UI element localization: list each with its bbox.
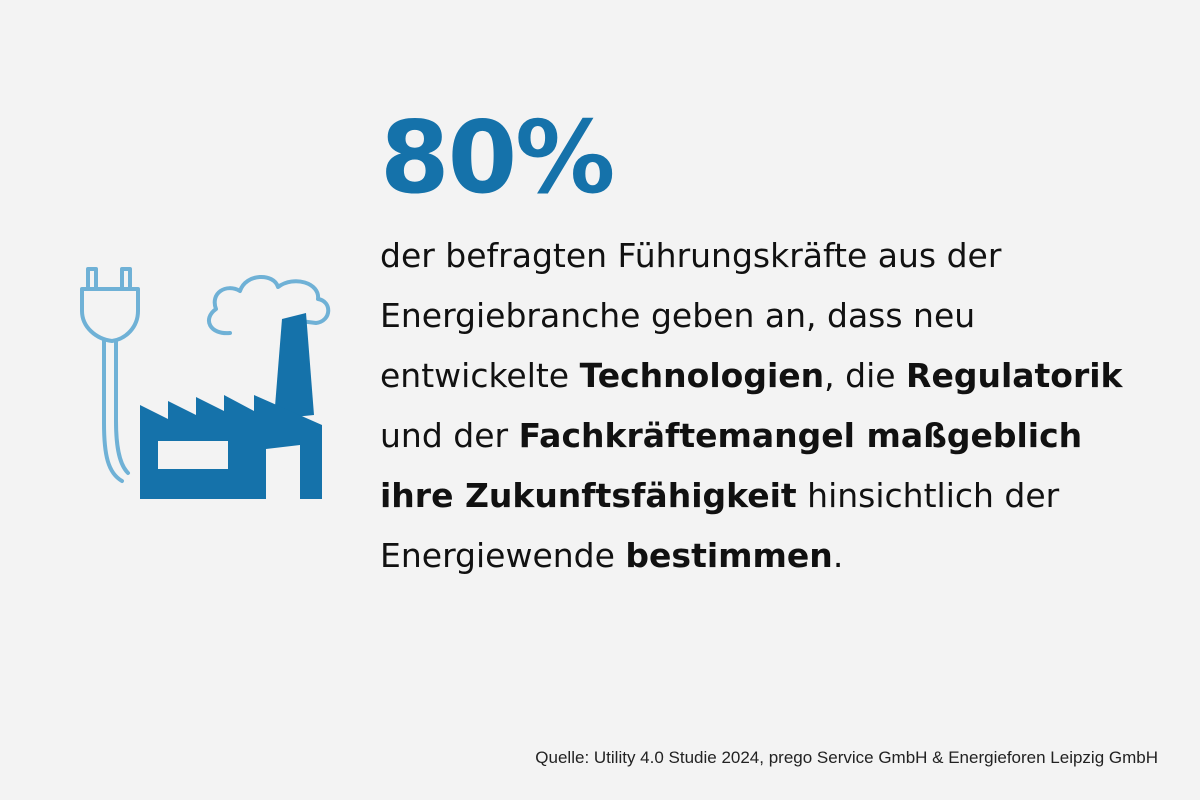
statement-segment: der befragten Führungskräfte aus der Ene… <box>380 236 1002 395</box>
statement-emphasis: Fachkräftemangel maßgeblich ihre Zukunft… <box>380 416 1083 515</box>
statement-emphasis: bestimmen <box>625 536 833 575</box>
statement-segment: , die <box>824 356 907 395</box>
statement-emphasis: Regulatorik <box>906 356 1123 395</box>
statement-segment: hinsichtlich der Energiewende <box>380 476 1060 575</box>
factory-icon <box>140 313 322 499</box>
statement-segment: und der <box>380 416 519 455</box>
statement-segment: . <box>832 536 844 575</box>
cloud-icon <box>207 275 331 336</box>
headline-percentage: 80% <box>380 99 615 216</box>
energy-illustration <box>70 255 340 505</box>
source-citation: Quelle: Utility 4.0 Studie 2024, prego S… <box>535 748 1158 767</box>
statement-emphasis: Technologien <box>579 356 825 395</box>
power-plug-icon <box>80 267 140 483</box>
statement-text: der befragten Führungskräfte aus der Ene… <box>380 226 1140 586</box>
main-content: 80% der befragten Führungskräfte aus der… <box>380 108 1140 586</box>
